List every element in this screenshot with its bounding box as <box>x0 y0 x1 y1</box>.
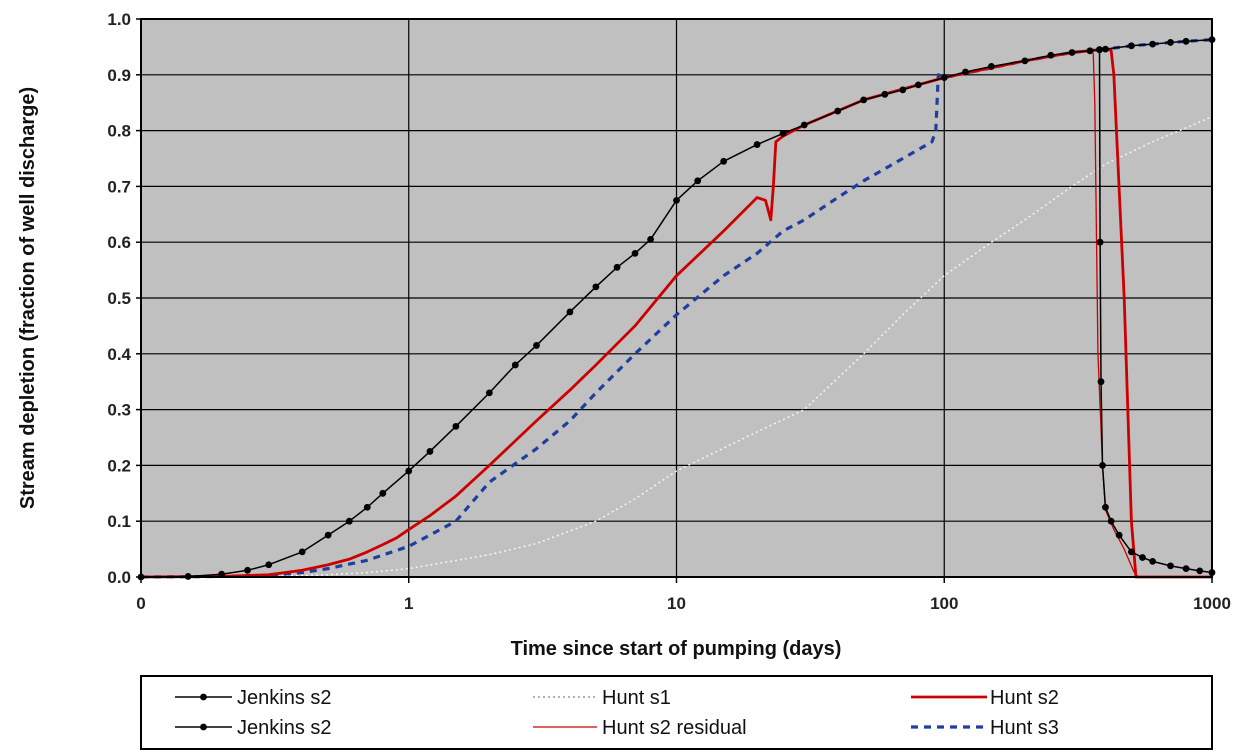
legend-marker <box>200 723 207 731</box>
series-marker <box>405 467 413 475</box>
legend-marker <box>200 693 207 701</box>
series-marker <box>244 566 251 574</box>
series-marker <box>899 86 907 94</box>
series-marker <box>1099 462 1106 469</box>
legend-label: Hunt s1 <box>602 687 671 709</box>
y-tick-label: 0.5 <box>107 289 131 308</box>
series-marker <box>779 129 787 137</box>
series-marker <box>1096 46 1103 54</box>
series-marker <box>1047 51 1055 59</box>
series-marker <box>914 81 922 89</box>
series-marker <box>1127 42 1135 50</box>
x-tick-label: 1000 <box>1193 594 1231 613</box>
series-marker <box>1102 503 1109 511</box>
series-marker <box>1097 378 1105 386</box>
legend-box <box>140 675 1213 750</box>
series-marker <box>613 263 621 271</box>
series-marker <box>1107 517 1115 525</box>
series-marker <box>1182 565 1190 573</box>
series-marker <box>324 531 332 539</box>
y-tick-label: 0.8 <box>107 122 131 141</box>
x-tick-label: 10 <box>667 594 686 613</box>
series-marker <box>1149 40 1156 48</box>
y-tick-label: 0.0 <box>107 568 131 587</box>
series-marker <box>631 249 639 257</box>
y-tick-label: 0.9 <box>107 66 131 85</box>
y-tick-label: 0.4 <box>107 345 131 364</box>
legend: Jenkins s2 Hunt s1 Hunt s2 Jenkins s2 Hunt s… <box>140 675 1213 750</box>
series-marker <box>1127 548 1135 556</box>
series-marker <box>1115 531 1123 539</box>
y-tick-label: 0.2 <box>107 456 131 475</box>
series-marker <box>298 548 306 556</box>
legend-label: Hunt s2 residual <box>602 717 747 739</box>
y-axis-title: Stream depletion (fraction of well disch… <box>17 87 39 509</box>
x-axis-title: Time since start of pumping (days) <box>511 638 842 660</box>
series-marker <box>940 74 948 81</box>
series-marker <box>533 342 540 349</box>
series-marker <box>592 283 600 291</box>
series-line-jenkins-s2 <box>140 38 1213 578</box>
series-marker <box>753 141 761 148</box>
grid <box>141 19 1212 577</box>
y-tick-label: 0.3 <box>107 401 131 420</box>
y-tick-label: 0.6 <box>107 233 131 252</box>
series-marker <box>452 422 460 430</box>
series-marker <box>265 561 273 569</box>
series-marker <box>673 196 680 204</box>
legend-label: Jenkins s2 <box>237 717 332 739</box>
series-marker <box>987 63 995 70</box>
series-marker <box>1149 557 1156 565</box>
legend-label: Hunt s3 <box>990 717 1059 739</box>
y-tick-label: 1.0 <box>107 10 131 29</box>
x-tick-label: 0 <box>136 594 145 613</box>
series-marker <box>511 361 519 369</box>
series-marker <box>1102 45 1109 53</box>
series-marker <box>720 157 728 165</box>
x-tick-label: 100 <box>930 594 958 613</box>
series-marker <box>694 177 702 185</box>
legend-label: Jenkins s2 <box>237 687 332 709</box>
series-marker <box>834 107 842 115</box>
series-marker <box>1021 57 1029 65</box>
series-marker <box>1167 562 1174 570</box>
series-marker <box>218 570 226 578</box>
series-marker <box>860 96 868 104</box>
series-marker <box>881 90 889 98</box>
tick-labels: 0.0 0.1 0.2 0.3 0.4 0.5 0.6 0.7 0.8 0.9 1.0 0 1 10 100… <box>107 10 1231 613</box>
series-marker <box>1068 49 1076 56</box>
series-marker <box>379 489 387 497</box>
series-marker <box>647 236 654 243</box>
series-marker <box>566 308 574 316</box>
x-tick-label: 1 <box>404 594 413 613</box>
series-marker <box>426 448 434 455</box>
series-marker <box>345 517 353 525</box>
series-marker <box>485 389 493 397</box>
series-marker <box>1096 238 1104 246</box>
series-marker <box>1086 47 1094 55</box>
y-tick-label: 0.1 <box>107 512 131 531</box>
series-marker <box>363 503 371 511</box>
y-tick-label: 0.7 <box>107 177 131 196</box>
series-layer <box>137 36 1216 581</box>
legend-label: Hunt s2 <box>990 687 1059 709</box>
series-marker <box>1196 567 1204 575</box>
series-marker <box>1182 37 1190 45</box>
series-marker <box>1167 39 1174 46</box>
series-marker <box>962 68 969 76</box>
series-marker <box>1139 554 1146 561</box>
series-marker <box>800 121 808 129</box>
